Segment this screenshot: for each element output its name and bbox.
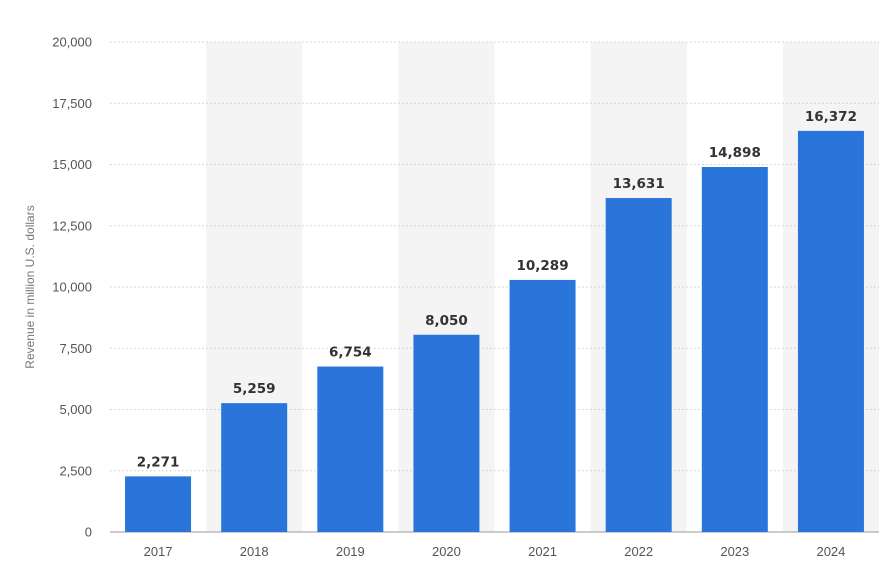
x-tick-label-2020: 2020: [432, 544, 461, 559]
bar-2024[interactable]: [797, 130, 864, 533]
y-tick-label: 10,000: [52, 280, 92, 295]
y-tick-label: 7,500: [59, 341, 92, 356]
x-tick-label-2024: 2024: [816, 544, 845, 559]
data-label-2023: 14,898: [709, 145, 761, 161]
x-tick-label-2017: 2017: [144, 544, 173, 559]
bar-2019[interactable]: [317, 366, 384, 532]
x-tick-label-2018: 2018: [240, 544, 269, 559]
bar-2021[interactable]: [509, 279, 576, 532]
y-axis-title: Revenue in million U.S. dollars: [23, 205, 37, 368]
x-tick-label-2021: 2021: [528, 544, 557, 559]
data-label-2018: 5,259: [233, 381, 276, 397]
x-axis-ticks: 2017 2018 2019 2020 2021 2022 2023 2024: [144, 544, 846, 559]
y-axis-ticks: 0 2,500 5,000 7,500 10,000 12,500 15,000 17,500…: [52, 35, 92, 540]
y-tick-label: 20,000: [52, 35, 92, 50]
bar-2022[interactable]: [605, 198, 672, 532]
y-tick-label: 0: [85, 525, 92, 540]
data-label-2019: 6,754: [329, 345, 372, 361]
y-tick-label: 12,500: [52, 218, 92, 233]
x-tick-label-2023: 2023: [720, 544, 749, 559]
x-tick-label-2019: 2019: [336, 544, 365, 559]
bar-2020[interactable]: [413, 334, 480, 532]
y-tick-label: 2,500: [59, 463, 92, 478]
y-tick-label: 15,000: [52, 157, 92, 172]
bars: [125, 130, 864, 533]
bar-2023[interactable]: [701, 166, 768, 532]
data-label-2021: 10,289: [517, 258, 569, 274]
bar-2017[interactable]: [125, 476, 192, 532]
data-label-2024: 16,372: [805, 109, 857, 125]
y-tick-label: 17,500: [52, 96, 92, 111]
data-label-2020: 8,050: [425, 313, 468, 329]
bar-2018[interactable]: [221, 403, 288, 532]
y-tick-label: 5,000: [59, 402, 92, 417]
data-labels: 2,271 5,259 6,754 8,050 10,289 13,631 14,898 16…: [137, 109, 857, 470]
x-tick-label-2022: 2022: [624, 544, 653, 559]
data-label-2022: 13,631: [613, 176, 665, 192]
data-label-2017: 2,271: [137, 454, 180, 470]
